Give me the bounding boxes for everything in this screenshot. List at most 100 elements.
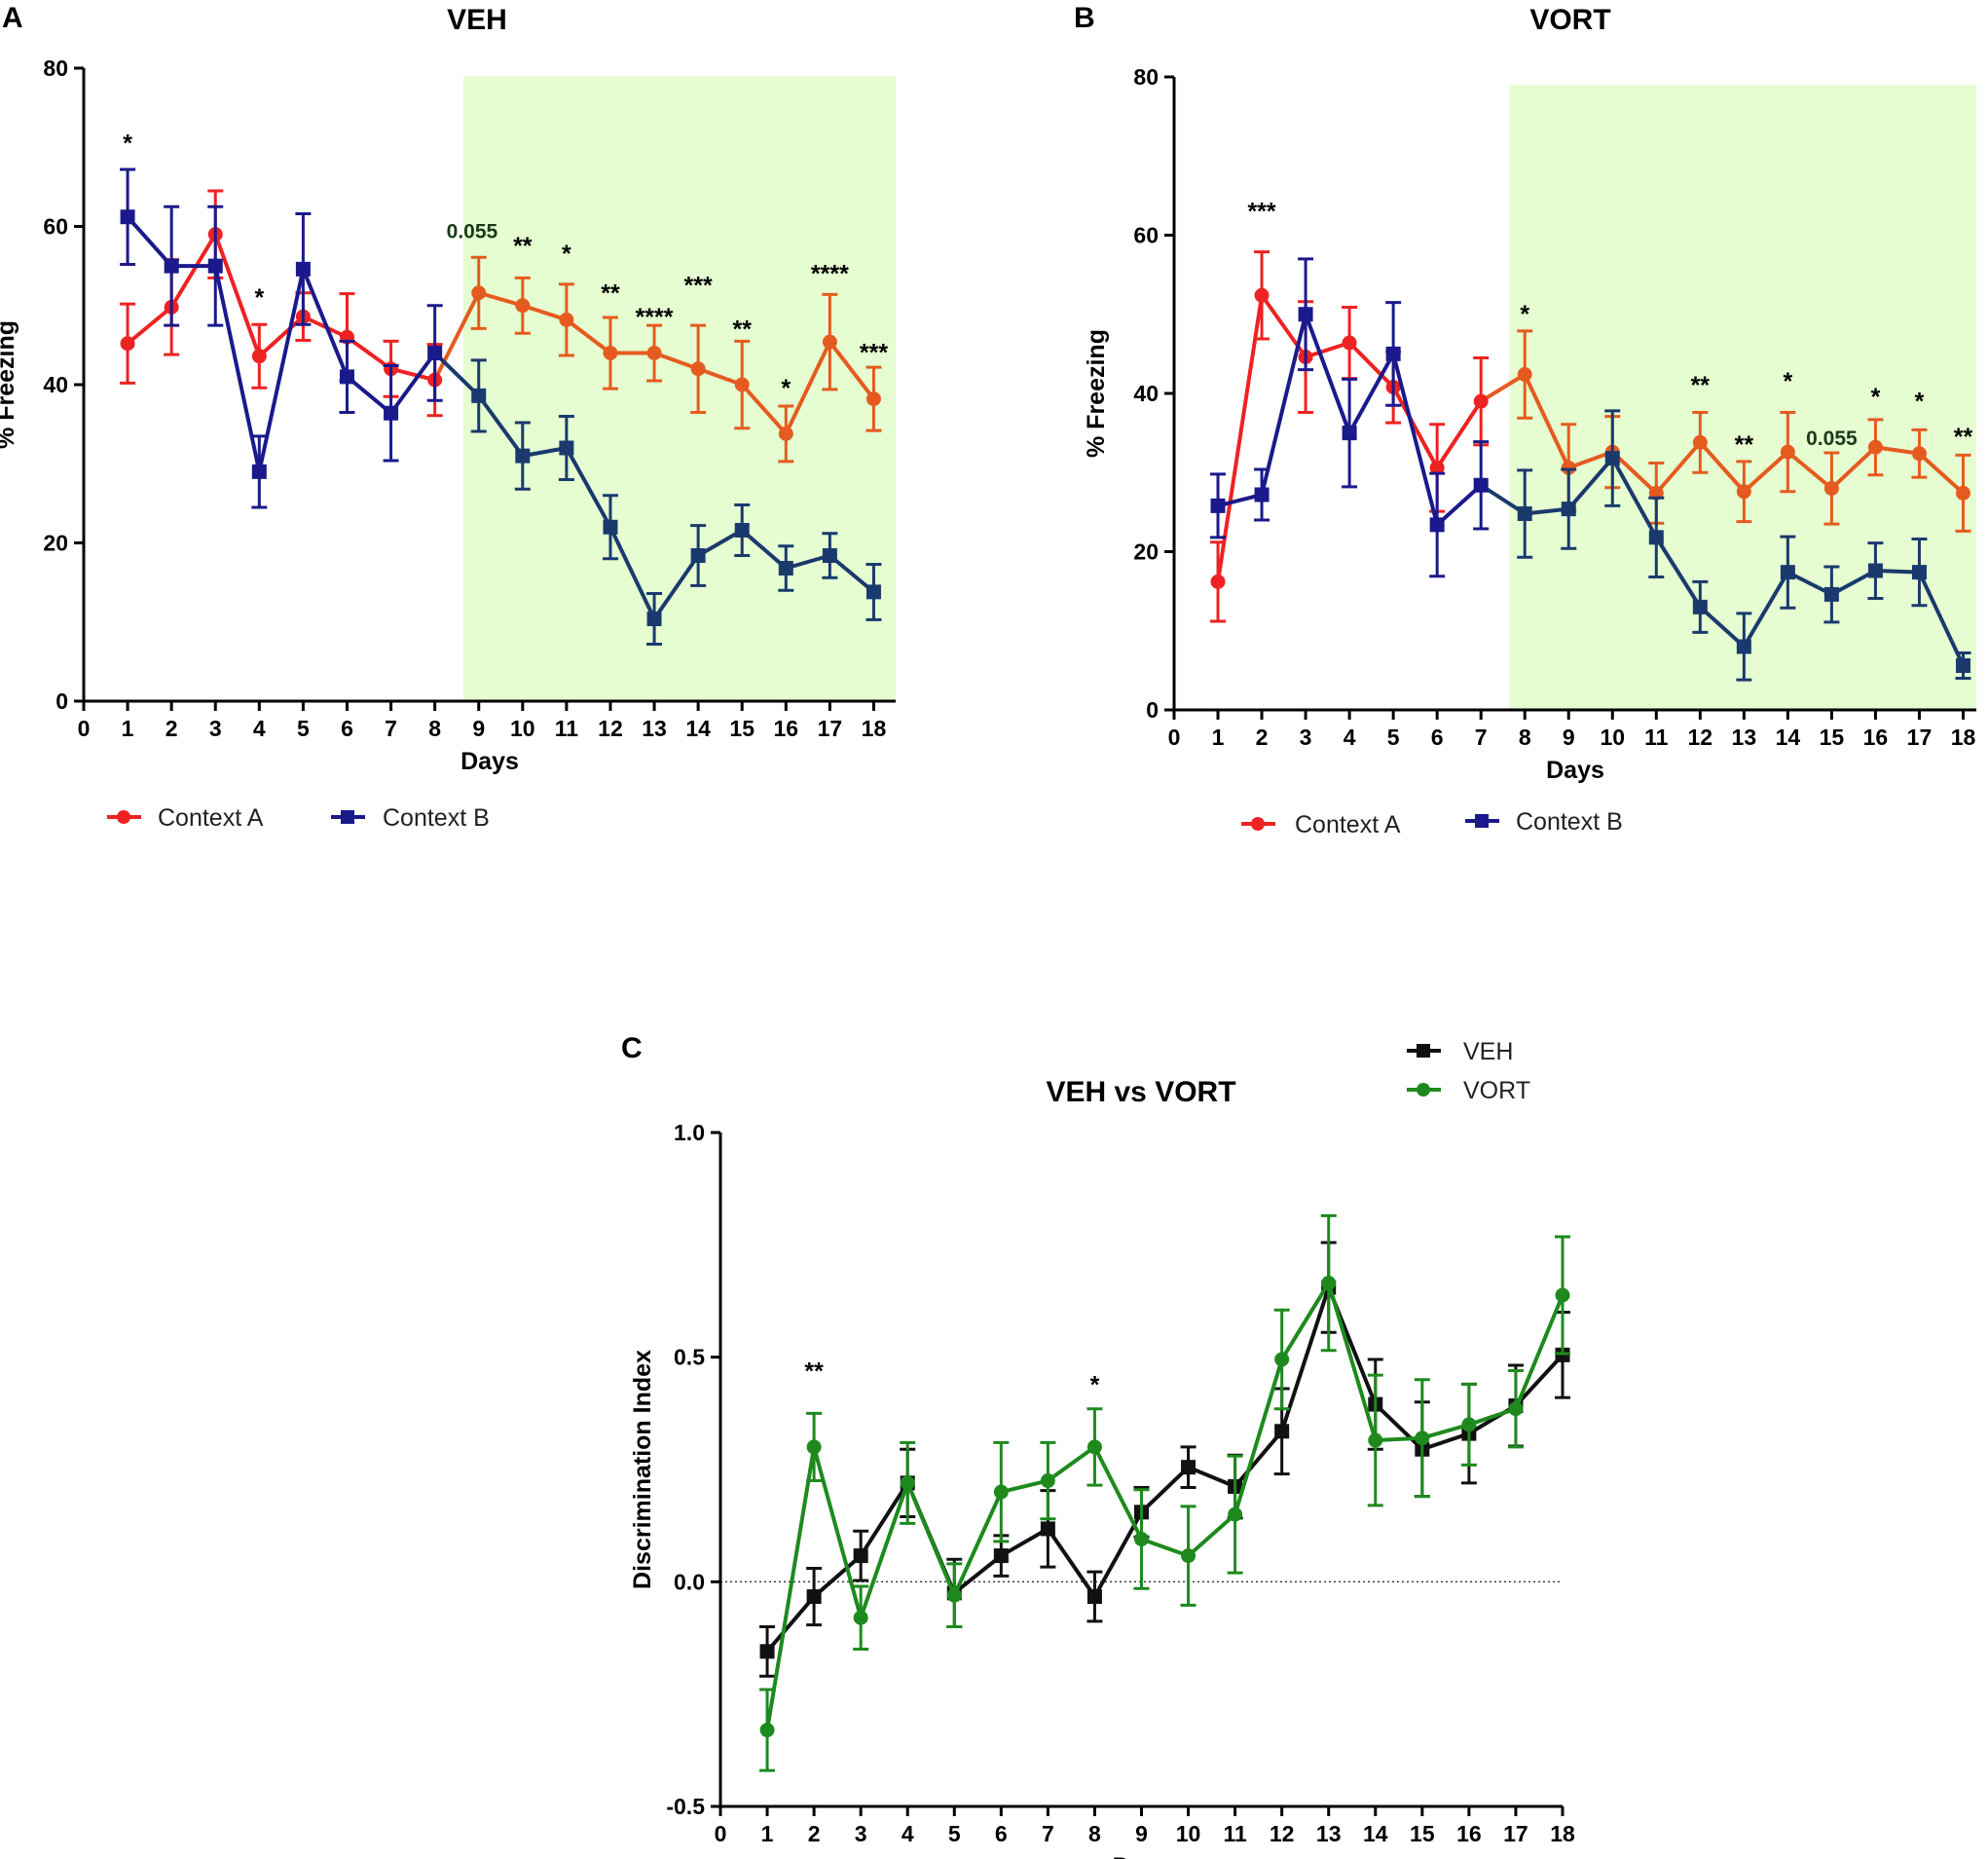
series-line-c-veh	[812, 1553, 864, 1599]
series-line-a-context-a	[520, 303, 569, 322]
series-line-b-context-a	[1391, 385, 1440, 470]
x-tick-label-a: 7	[385, 716, 397, 741]
significance-label-a: ***	[860, 340, 888, 367]
series-line-a-context-a	[257, 315, 306, 358]
data-point-b-context-b	[1254, 487, 1270, 502]
y-tick-label-a: 60	[43, 214, 68, 240]
data-point-b-context-b	[1473, 477, 1489, 493]
series-line-b-context-a	[1216, 293, 1265, 584]
legend-b-context-a-marker	[1251, 817, 1265, 831]
x-tick-label-a: 9	[472, 716, 485, 741]
x-tick-label-b: 5	[1387, 725, 1400, 750]
x-tick-label-b: 17	[1907, 725, 1933, 750]
series-line-c-vort	[1233, 1357, 1284, 1517]
data-point-a-context-a	[690, 361, 706, 377]
data-point-c-vort	[1368, 1432, 1383, 1448]
data-point-c-vort	[1321, 1276, 1337, 1291]
significance-label-a: *	[254, 284, 264, 312]
x-tick-label-c: 8	[1088, 1821, 1101, 1846]
x-tick-label-a: 11	[555, 716, 579, 741]
y-tick-label-a: 40	[43, 372, 68, 397]
series-line-b-context-b	[1479, 483, 1528, 516]
series-line-c-veh	[859, 1480, 910, 1558]
data-point-a-context-a	[778, 426, 793, 441]
series-line-c-vort	[1513, 1293, 1565, 1411]
y-tick-label-c: -0.5	[666, 1794, 705, 1819]
data-point-b-context-b	[1736, 639, 1751, 654]
data-point-a-context-b	[207, 258, 223, 274]
x-tick-label-a: 12	[598, 716, 623, 741]
series-line-c-vort	[905, 1480, 957, 1598]
series-line-c-vort	[1279, 1281, 1331, 1361]
data-point-c-veh	[1181, 1460, 1196, 1475]
series-line-b-context-b	[1216, 493, 1265, 508]
data-point-b-context-a	[1429, 460, 1445, 475]
data-point-b-context-b	[1517, 506, 1532, 521]
data-point-b-context-b	[1561, 502, 1576, 517]
x-tick-label-c: 2	[808, 1821, 821, 1846]
y-axis-label-a: % Freezing	[0, 320, 19, 449]
x-tick-label-a: 1	[122, 716, 134, 741]
data-point-c-veh	[759, 1644, 775, 1659]
series-line-c-vort	[812, 1444, 864, 1620]
data-point-b-context-a	[1561, 460, 1576, 475]
panel-letter-b: B	[1074, 2, 1095, 34]
data-point-b-context-a	[1955, 485, 1970, 501]
data-point-c-vort	[1555, 1287, 1570, 1303]
series-line-a-context-a	[388, 366, 437, 383]
x-tick-label-b: 15	[1820, 725, 1845, 750]
data-point-b-context-a	[1517, 367, 1532, 382]
legend-c-vort-marker	[1417, 1083, 1430, 1097]
legend-c-veh-marker	[1417, 1044, 1430, 1058]
data-point-a-context-b	[603, 519, 618, 535]
series-line-c-vort	[1419, 1422, 1471, 1440]
data-point-b-context-b	[1823, 586, 1839, 602]
data-point-c-vort	[900, 1475, 915, 1491]
data-point-b-context-b	[1210, 498, 1226, 513]
x-tick-label-c: 9	[1135, 1821, 1148, 1846]
series-line-b-context-b	[1786, 570, 1834, 597]
x-tick-label-c: 1	[761, 1821, 774, 1846]
y-tick-label-b: 20	[1133, 539, 1159, 565]
x-axis-label-b: Days	[1546, 757, 1604, 784]
data-point-a-context-b	[471, 388, 487, 403]
data-point-c-vort	[1134, 1532, 1149, 1547]
series-line-b-context-b	[1347, 352, 1396, 435]
significance-label-b: 0.055	[1806, 428, 1858, 450]
panel-letter-a: A	[2, 2, 23, 34]
significance-label-a: *	[562, 241, 571, 268]
x-axis-label-c: Days	[1113, 1853, 1171, 1859]
series-line-a-context-b	[388, 351, 437, 416]
data-point-c-vort	[853, 1610, 868, 1625]
data-point-a-context-b	[427, 346, 443, 360]
legend-a-context-b-label: Context B	[383, 804, 490, 832]
significance-label-c: **	[804, 1358, 824, 1386]
series-line-c-vort	[952, 1490, 1004, 1598]
data-point-b-context-a	[1736, 484, 1751, 500]
data-point-b-context-b	[1429, 517, 1445, 533]
y-tick-label-b: 60	[1133, 223, 1159, 248]
x-tick-label-c: 12	[1270, 1821, 1295, 1846]
series-line-c-vort	[1326, 1281, 1378, 1443]
series-line-c-veh	[1186, 1465, 1237, 1489]
x-tick-label-b: 3	[1300, 725, 1312, 750]
series-line-a-context-b	[828, 553, 876, 594]
series-line-a-context-b	[520, 446, 569, 459]
series-line-a-context-a	[696, 366, 745, 387]
significance-label-b: **	[1954, 424, 1973, 451]
x-tick-label-c: 16	[1456, 1821, 1482, 1846]
y-axis-label-c: Discrimination Index	[629, 1350, 656, 1589]
x-tick-label-b: 13	[1732, 725, 1757, 750]
series-line-a-context-b	[740, 528, 789, 571]
data-point-a-context-a	[120, 336, 135, 352]
x-tick-label-b: 0	[1168, 725, 1181, 750]
data-point-a-context-b	[164, 258, 179, 274]
series-line-b-context-b	[1917, 570, 1966, 668]
series-line-b-context-b	[1304, 312, 1352, 435]
legend-c-vort-label: VORT	[1463, 1077, 1530, 1104]
data-point-a-context-a	[515, 298, 531, 314]
data-point-b-context-b	[1867, 563, 1883, 578]
significance-label-b: *	[1915, 388, 1925, 415]
